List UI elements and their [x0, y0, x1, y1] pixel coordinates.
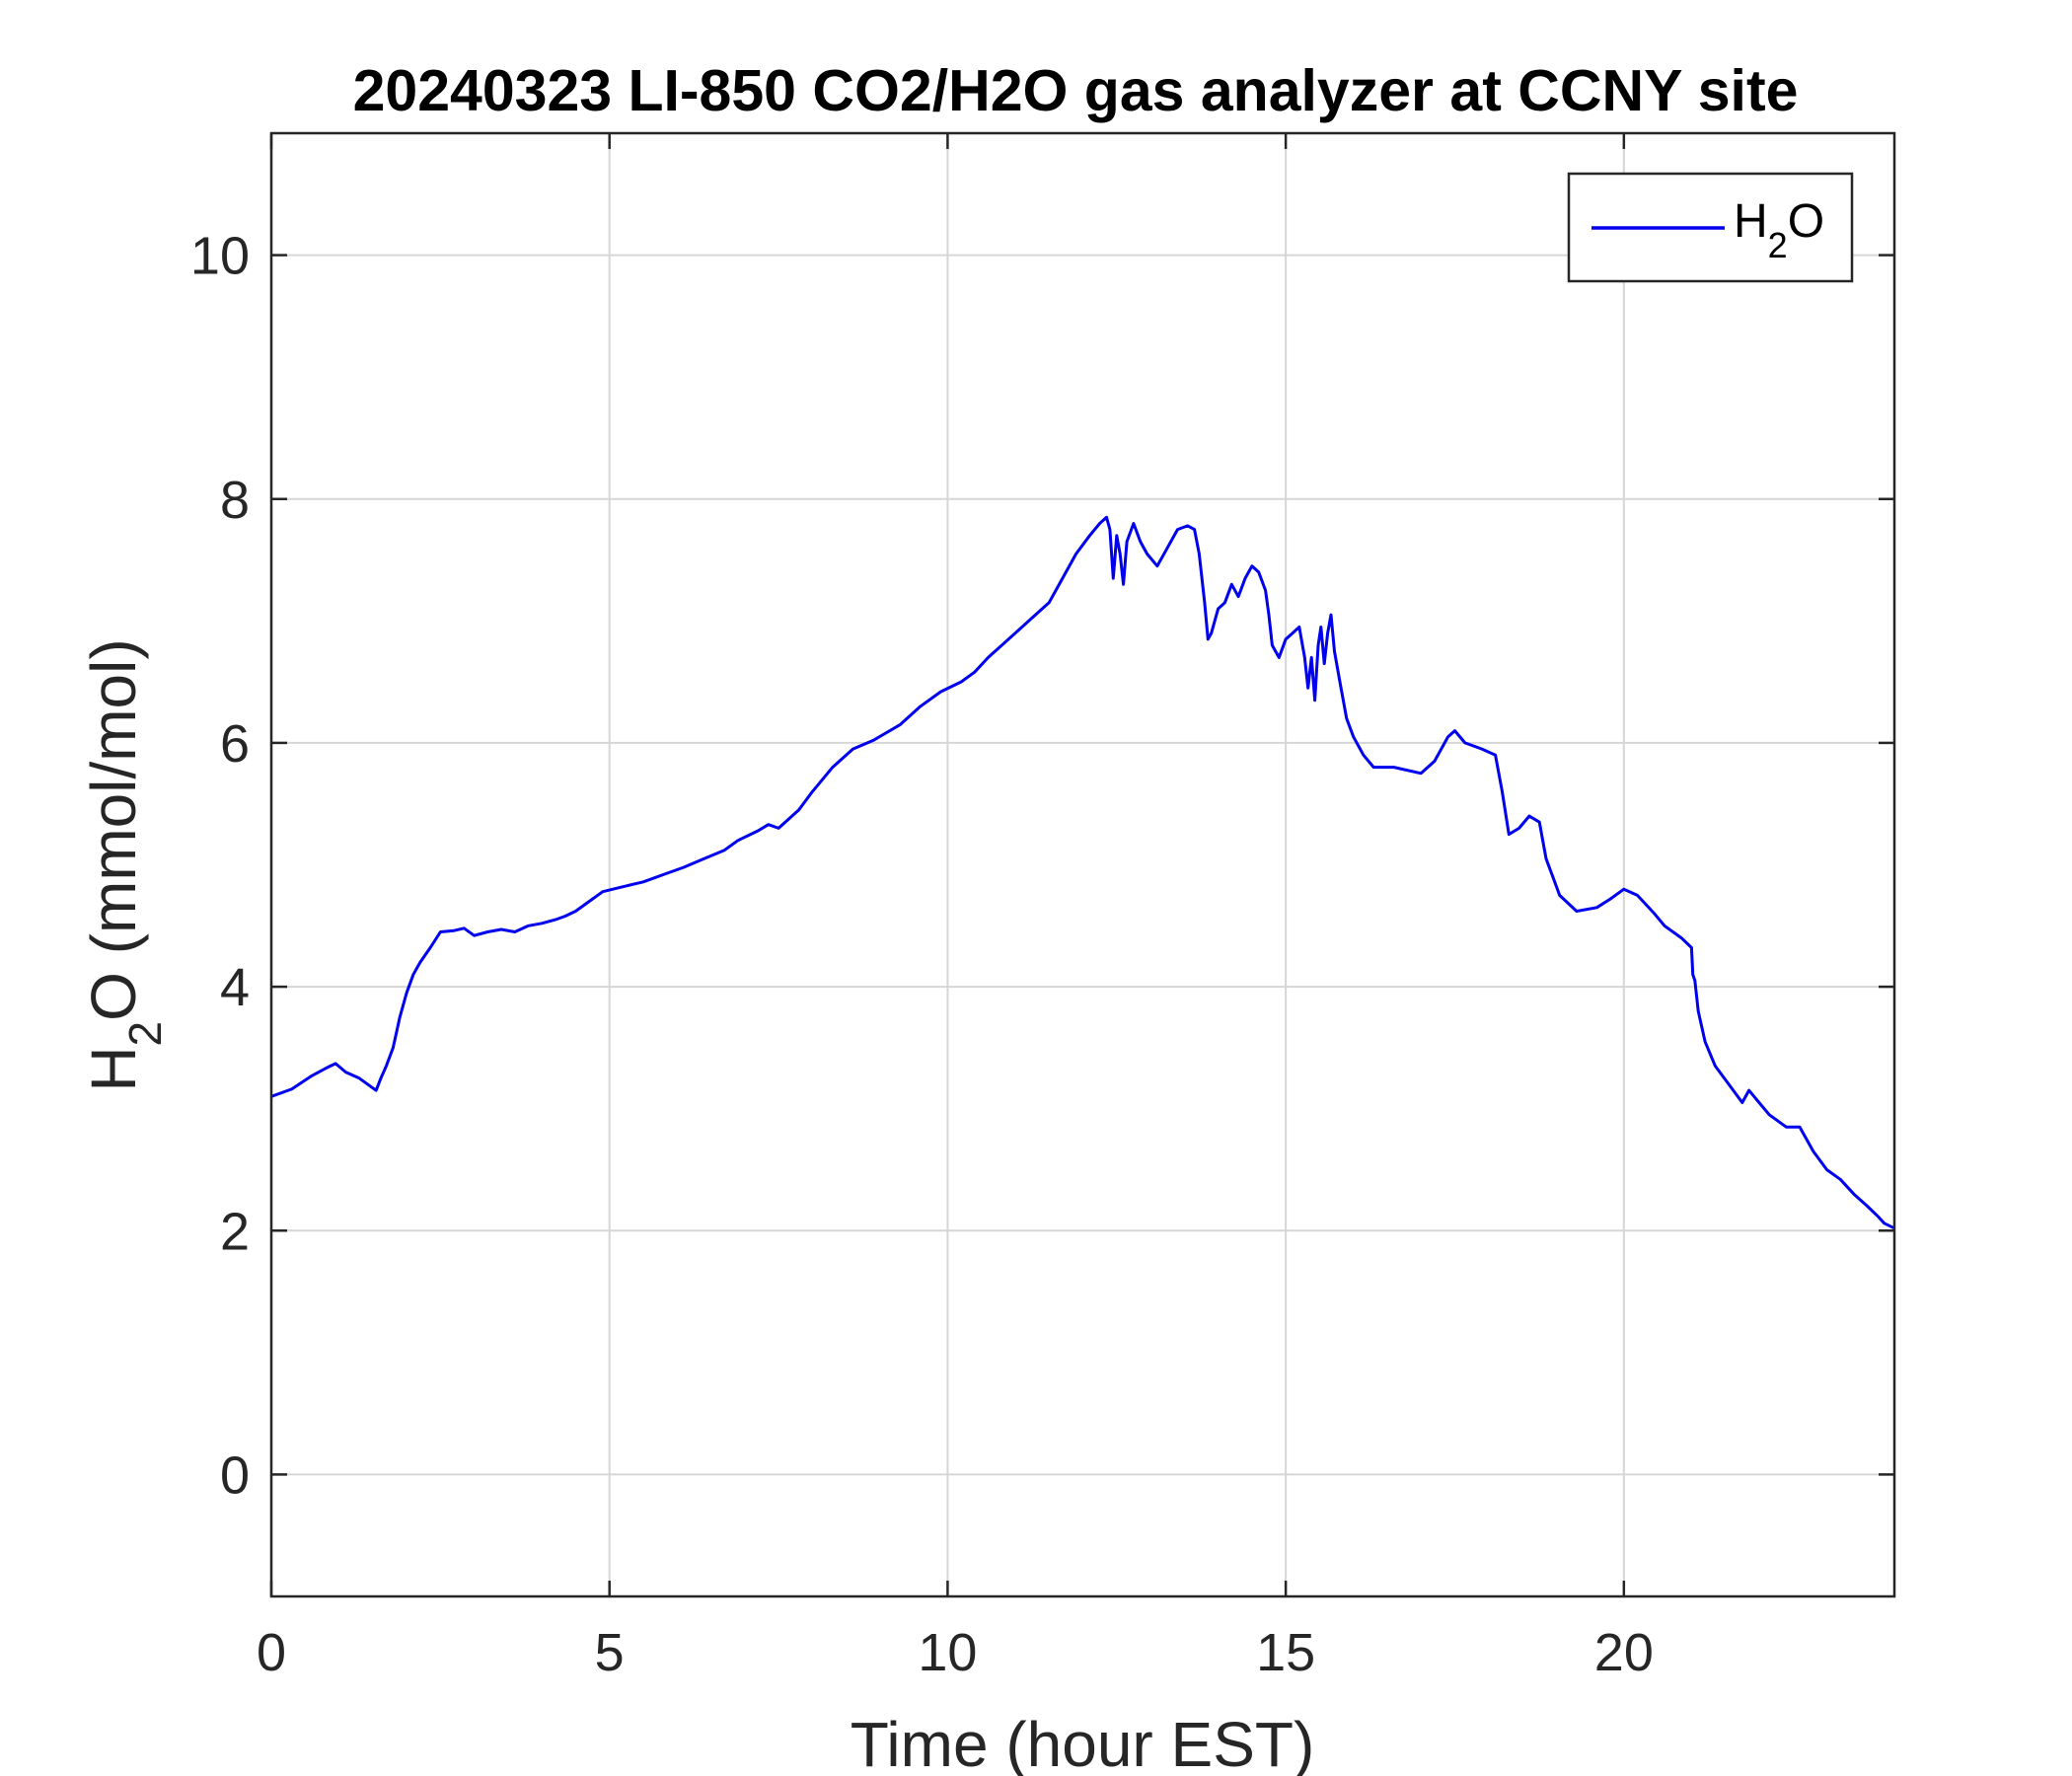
- legend: H2O: [1567, 172, 1854, 283]
- x-tick-label: 5: [595, 1623, 625, 1682]
- x-axis-label: Time (hour EST): [851, 1709, 1315, 1776]
- plot-frame: [269, 131, 1896, 1598]
- legend-label-rest: O: [1788, 195, 1824, 248]
- legend-label-main: H: [1734, 195, 1768, 248]
- y-tick-label: 10: [190, 227, 250, 286]
- y-tick-label: 2: [220, 1202, 250, 1261]
- y-axis-label: H2O (mmol/mol): [78, 638, 171, 1091]
- legend-label: H2O: [1734, 195, 1824, 265]
- x-tick-label: 20: [1594, 1623, 1654, 1682]
- chart-title: 20240323 LI-850 CO2/H2O gas analyzer at …: [353, 58, 1799, 123]
- tick-labels: 0 5 10 15 20 0 2 4 6 8 10: [190, 227, 1654, 1682]
- y-tick-label: 6: [220, 714, 250, 774]
- plot-area: [271, 133, 1894, 1596]
- x-tick-label: 0: [257, 1623, 286, 1682]
- y-axis-label-main: H: [78, 1046, 149, 1091]
- y-tick-label: 0: [220, 1445, 250, 1505]
- y-tick-label: 4: [220, 958, 250, 1017]
- x-tick-label: 15: [1256, 1623, 1315, 1682]
- y-axis-label-rest: O (mmol/mol): [78, 638, 149, 1021]
- legend-label-subscript: 2: [1768, 225, 1788, 265]
- series-layer: [270, 515, 1895, 1230]
- y-tick-label: 8: [220, 471, 250, 530]
- series-line-h2o: [270, 515, 1895, 1230]
- ticks: [269, 133, 1894, 1596]
- x-tick-label: 10: [918, 1623, 977, 1682]
- y-axis-label-subscript: 2: [119, 1021, 171, 1047]
